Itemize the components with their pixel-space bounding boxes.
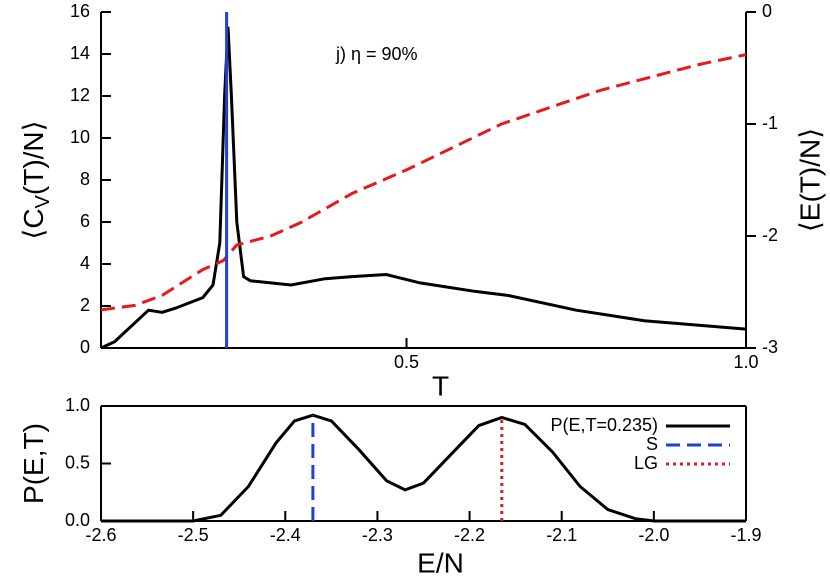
y-tick-label: 1.0 bbox=[65, 395, 90, 415]
x-tick-label: -2.4 bbox=[270, 525, 301, 545]
x-tick-label: -2.3 bbox=[362, 525, 393, 545]
x-tick-label: 0.5 bbox=[394, 352, 419, 372]
y-tick-label: 14 bbox=[70, 43, 90, 63]
y-axis-label: P(E,T) bbox=[18, 423, 49, 504]
data-line bbox=[100, 26, 747, 350]
legend-label: LG bbox=[634, 453, 658, 473]
y-axis-label-part: V bbox=[32, 194, 54, 208]
y-axis-label-part: (T)/N⟩ bbox=[18, 120, 49, 195]
y-axis-label: ⟨CV(T)/N⟩ bbox=[18, 120, 54, 239]
y-tick-label: 12 bbox=[70, 85, 90, 105]
x-axis-label: E/N bbox=[417, 547, 464, 578]
legend-label: P(E,T=0.235) bbox=[550, 415, 658, 435]
y-tick-label: 8 bbox=[80, 169, 90, 189]
x-axis-label: T bbox=[432, 370, 449, 401]
y2-tick-label: -2 bbox=[762, 225, 778, 245]
y-axis-label-part: ⟨C bbox=[18, 208, 49, 239]
data-line bbox=[100, 53, 747, 312]
x-tick-label: -2.5 bbox=[178, 525, 209, 545]
x-tick-label: 1.0 bbox=[733, 352, 758, 372]
data-line bbox=[101, 413, 746, 523]
annotation: j) η = 90% bbox=[335, 44, 418, 64]
y2-tick-label: -1 bbox=[762, 113, 778, 133]
legend-label: S bbox=[646, 434, 658, 454]
y-tick-label: 4 bbox=[80, 253, 90, 273]
y-tick-label: 6 bbox=[80, 211, 90, 231]
y-tick-label: 0.0 bbox=[65, 510, 90, 530]
x-tick-label: -2.2 bbox=[454, 525, 485, 545]
y2-axis-label: ⟨E(T)/N⟩ bbox=[794, 128, 825, 232]
x-tick-label: -2.0 bbox=[638, 525, 669, 545]
y2-tick-label: 0 bbox=[762, 1, 772, 21]
x-tick-label: -1.9 bbox=[730, 525, 761, 545]
y-tick-label: 2 bbox=[80, 295, 90, 315]
y-tick-label: 16 bbox=[70, 1, 90, 21]
y-axis-label-part: P(E,T) bbox=[18, 423, 49, 504]
y-tick-label: 0.5 bbox=[65, 452, 90, 472]
x-tick-label: -2.6 bbox=[85, 525, 116, 545]
y-tick-label: 10 bbox=[70, 127, 90, 147]
y-tick-label: 0 bbox=[80, 337, 90, 357]
y2-tick-label: -3 bbox=[762, 337, 778, 357]
x-tick-label: -2.1 bbox=[546, 525, 577, 545]
